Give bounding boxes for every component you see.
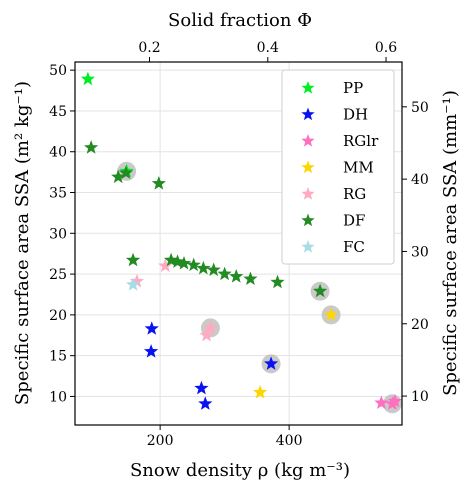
point-rg: [129, 273, 145, 288]
y-axis-label: Specific surface area SSA (m² kg⁻¹): [12, 81, 33, 405]
top-x-tick-label: 0.6: [375, 40, 397, 56]
right-y-tick-label: 50: [411, 100, 429, 116]
legend-label-df: DF: [343, 212, 365, 230]
legend-marker-rglr: [301, 134, 315, 147]
y-tick-label: 35: [49, 186, 67, 202]
top-x-axis-label: Solid fraction Φ: [168, 10, 312, 31]
y-tick-label: 25: [49, 267, 67, 283]
right-y-tick-label: 20: [411, 317, 429, 333]
legend-marker-mm: [301, 160, 315, 174]
legend-box: [281, 69, 395, 265]
point-df: [83, 140, 99, 154]
point-dh: [194, 380, 209, 395]
y-tick-label: 15: [49, 349, 67, 365]
axis-ticks: 200 400 10 15 20 25 30 35 40 45 50 0.2 0.4 0.6 10 20 30 4…: [49, 40, 429, 449]
x-tick-label: 200: [147, 433, 174, 449]
point-df: [118, 165, 134, 180]
point-rg: [199, 327, 214, 342]
point-df: [163, 252, 179, 267]
point-df: [312, 283, 328, 298]
point-rg: [203, 320, 218, 334]
y-tick-label: 10: [49, 389, 67, 405]
plot-frame: [74, 61, 403, 426]
right-y-tick-label: 40: [411, 172, 429, 188]
point-df: [111, 169, 126, 184]
point-mm: [323, 307, 339, 321]
legend-label-pp: PP: [343, 79, 363, 97]
legend-marker-pp: [301, 81, 315, 94]
legend-label-fc: FC: [343, 238, 365, 256]
point-dh: [263, 356, 279, 370]
right-y-tick-label: 30: [411, 244, 429, 260]
point-df: [229, 269, 244, 283]
point-df: [151, 176, 166, 190]
legend-marker-fc: [301, 240, 315, 253]
point-rglr: [387, 393, 403, 408]
legend: PP DH RGlr MM RG DF FC: [281, 69, 395, 265]
legend-marker-df: [301, 213, 315, 227]
legend-label-rglr: RGlr: [343, 132, 379, 150]
legend-marker-dh: [301, 107, 315, 121]
y-tick-label: 45: [49, 104, 67, 120]
point-dh: [198, 396, 213, 410]
point-fc: [125, 277, 141, 291]
point-dh: [144, 321, 159, 335]
point-df: [170, 254, 185, 268]
point-df: [217, 266, 232, 281]
top-x-tick-label: 0.2: [138, 40, 160, 56]
point-df: [206, 262, 221, 277]
point-df: [196, 260, 211, 275]
point-df: [176, 255, 192, 270]
y-tick-label: 50: [49, 63, 67, 79]
point-df: [243, 271, 258, 286]
point-rg: [158, 258, 173, 272]
legend-label-rg: RG: [343, 185, 366, 203]
y-tick-label: 20: [49, 308, 67, 324]
right-y-axis-label: Specific surface area SSA (mm⁻¹): [440, 90, 461, 396]
y-tick-label: 30: [49, 226, 67, 242]
point-mm: [252, 384, 268, 399]
top-x-tick-label: 0.4: [257, 40, 279, 56]
x-tick-label: 400: [276, 433, 303, 449]
data-points: [80, 71, 403, 410]
point-pp: [80, 71, 96, 86]
point-df: [125, 252, 141, 267]
x-axis-label: Snow density ρ (kg m⁻³): [130, 460, 350, 481]
legend-label-dh: DH: [343, 106, 368, 124]
y-tick-label: 40: [49, 145, 67, 161]
point-rglr: [374, 395, 389, 410]
legend-label-mm: MM: [343, 159, 374, 177]
point-dh: [143, 344, 159, 358]
point-df: [270, 274, 285, 289]
point-df: [186, 257, 201, 272]
legend-marker-rg: [301, 187, 315, 200]
right-y-tick-label: 10: [411, 389, 429, 405]
